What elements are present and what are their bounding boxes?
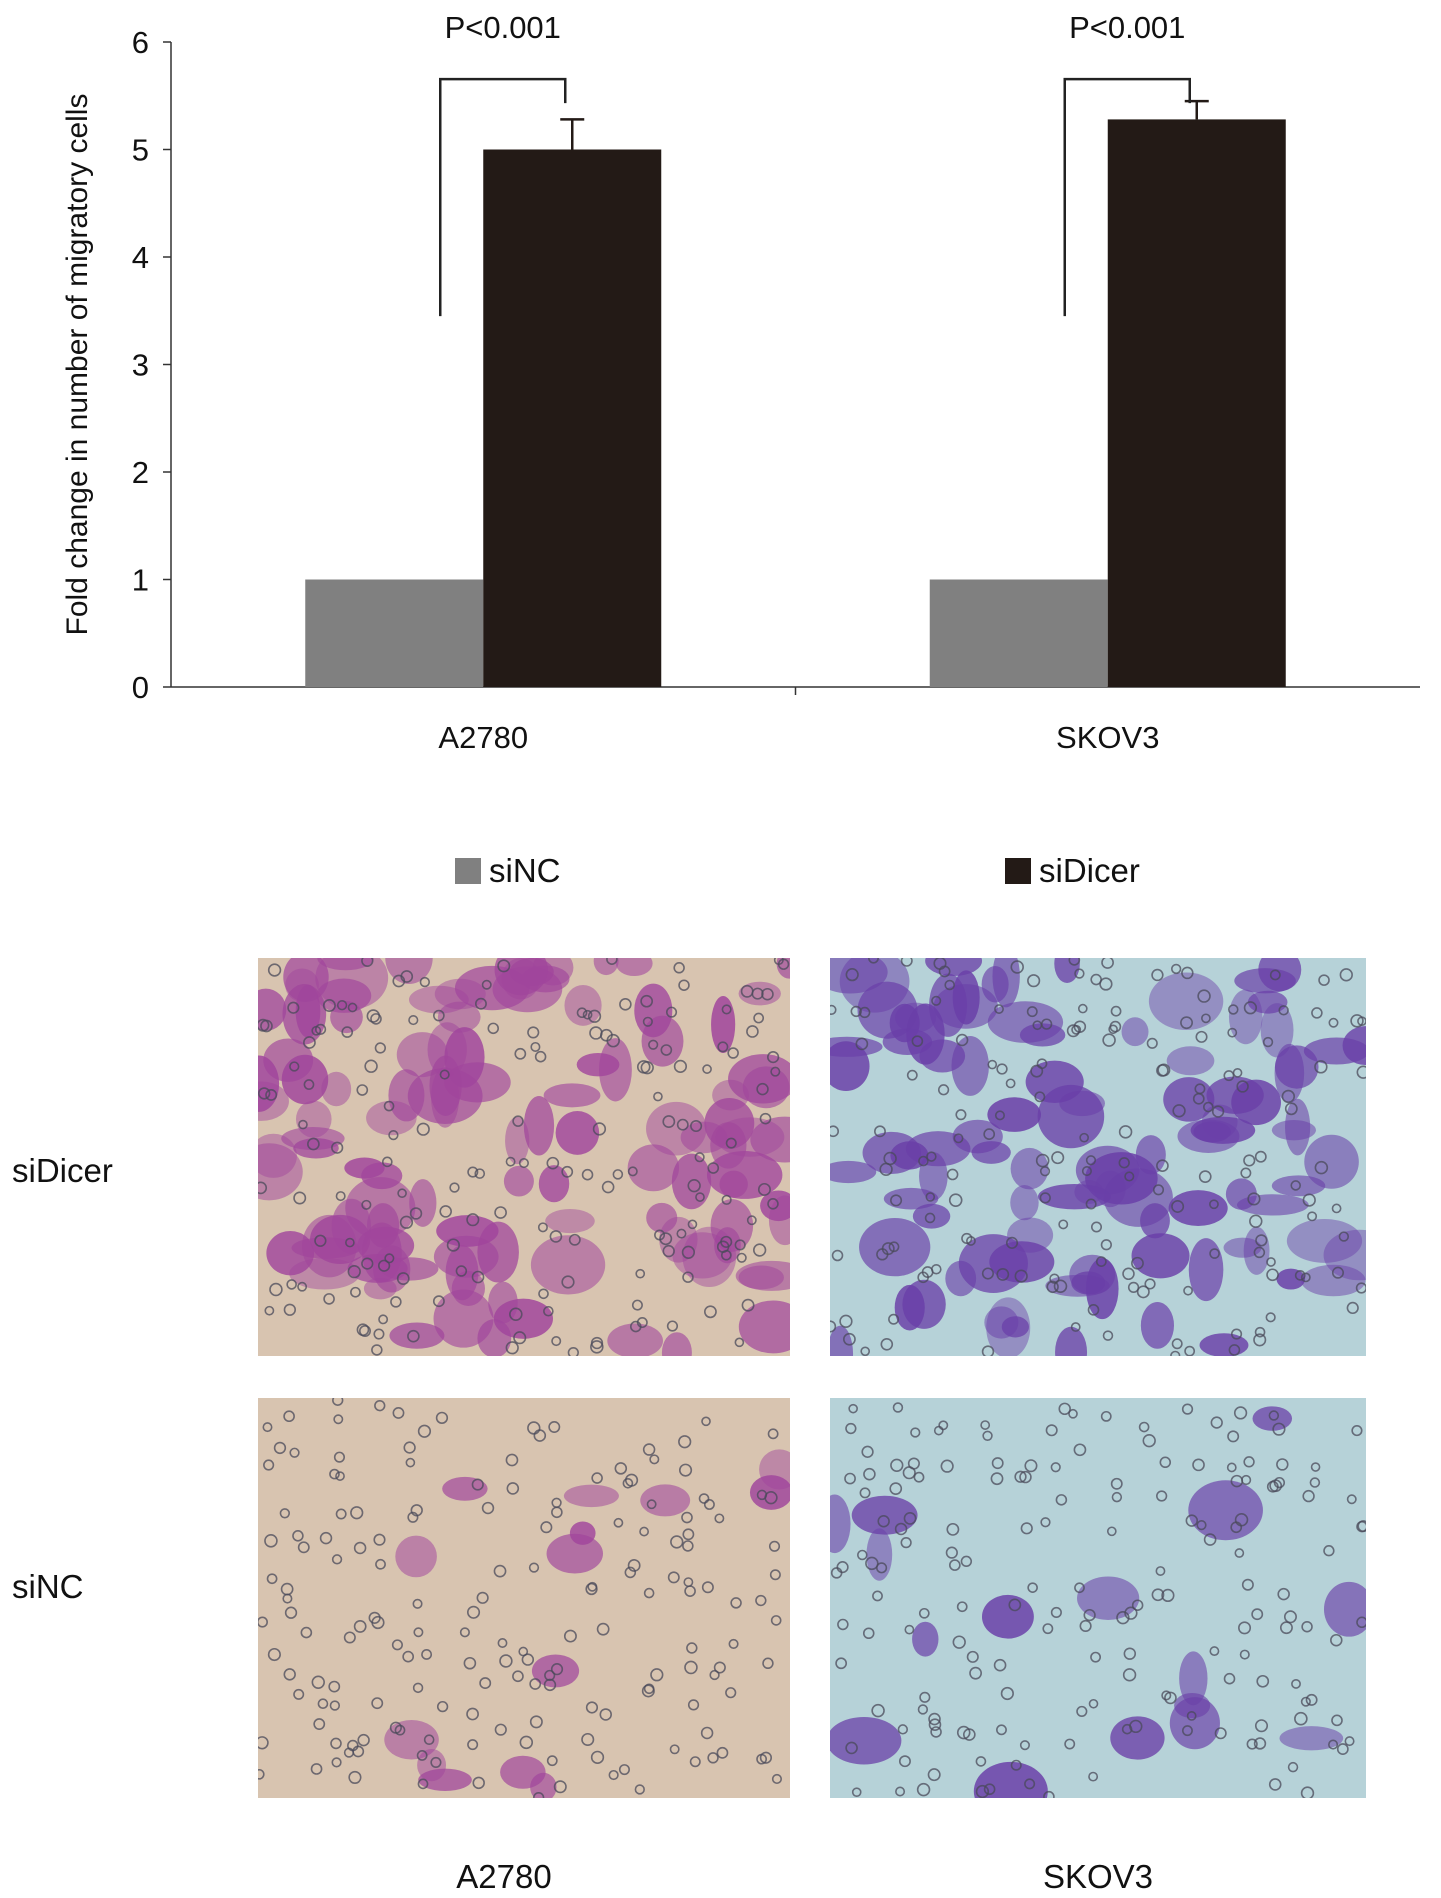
y-tick-label-2: 2 — [132, 455, 149, 490]
y-tick-label-1: 1 — [132, 563, 149, 598]
micrograph-skov3-sidicer — [830, 958, 1366, 1356]
bar-a2780-sinc — [305, 579, 484, 687]
p-value-skov3: P<0.001 — [1069, 10, 1185, 45]
micrograph-skov3-sinc — [830, 1398, 1366, 1798]
p-value-a2780: P<0.001 — [445, 10, 561, 45]
legend-entry-sinc: siNC — [455, 852, 561, 890]
y-tick-label-0: 0 — [132, 670, 149, 705]
bar-skov3-sidicer — [1107, 119, 1286, 687]
legend-swatch-sidicer — [1005, 858, 1031, 884]
y-tick-label-3: 3 — [132, 348, 149, 383]
bar-skov3-sinc — [929, 579, 1108, 687]
bar-a2780-sidicer — [483, 149, 662, 687]
row-label-sidicer: siDicer — [12, 1152, 113, 1189]
row-label-sinc: siNC — [12, 1568, 84, 1605]
column-label-a2780: A2780 — [456, 1858, 552, 1895]
column-label-skov3: SKOV3 — [1042, 1858, 1154, 1895]
legend-label-sidicer: siDicer — [1039, 852, 1140, 889]
micrograph-a2780-sidicer — [258, 958, 790, 1356]
x-tick-label-a2780: A2780 — [438, 720, 528, 755]
legend-label-sinc: siNC — [489, 852, 561, 889]
y-tick-label-5: 5 — [132, 133, 149, 168]
legend-entry-sidicer: siDicer — [1005, 852, 1140, 890]
x-tick-label-skov3: SKOV3 — [1056, 720, 1159, 755]
legend-swatch-sinc — [455, 858, 481, 884]
micrograph-a2780-sinc — [258, 1398, 790, 1798]
bar-chart: 0 1 2 3 4 5 6 Fold change in number of migrator… — [61, 10, 1420, 755]
y-tick-label-6: 6 — [132, 25, 149, 60]
significance-bracket-a2780 — [439, 77, 567, 317]
significance-bracket-skov3 — [1063, 77, 1191, 317]
y-tick-label-4: 4 — [132, 240, 149, 275]
y-axis-label: Fold change in number of migratory cells — [61, 94, 94, 636]
